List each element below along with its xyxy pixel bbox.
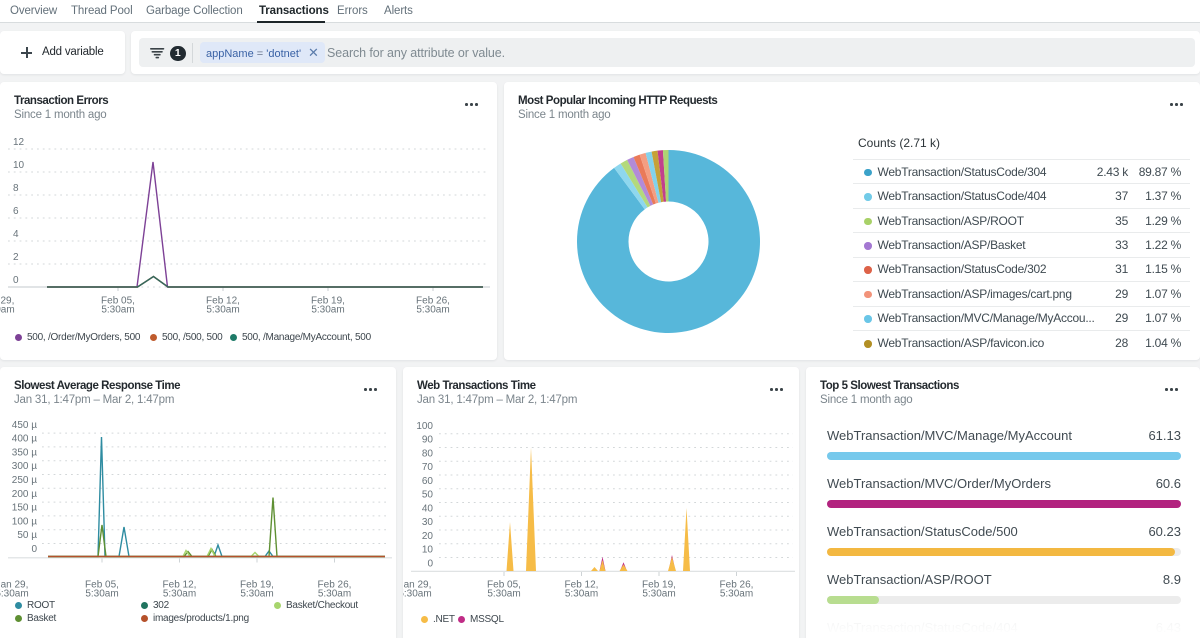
svg-text:5:30am: 5:30am: [101, 305, 134, 316]
svg-text:450 µ: 450 µ: [12, 420, 37, 431]
svg-text:50: 50: [422, 490, 434, 501]
svg-text:Feb 19,: Feb 19,: [311, 296, 345, 307]
svg-text:70: 70: [422, 462, 434, 473]
svg-text:5:30am: 5:30am: [565, 589, 598, 600]
svg-text:5:30am: 5:30am: [487, 589, 520, 600]
svg-text:250 µ: 250 µ: [12, 475, 37, 486]
svg-text:5:30am: 5:30am: [206, 305, 239, 316]
svg-text:90: 90: [422, 435, 434, 446]
svg-text:80: 80: [422, 448, 434, 459]
svg-text:20: 20: [422, 531, 434, 542]
svg-text:Feb 12,: Feb 12,: [163, 580, 197, 591]
svg-text:Feb 19,: Feb 19,: [642, 580, 676, 591]
svg-text:5:30am: 5:30am: [85, 589, 118, 600]
svg-text:Jan 29,: Jan 29,: [0, 580, 28, 591]
svg-text:8: 8: [13, 183, 19, 194]
svg-text:Feb 05,: Feb 05,: [487, 580, 521, 591]
svg-text:Feb 12,: Feb 12,: [565, 580, 599, 591]
svg-text:50 µ: 50 µ: [17, 530, 37, 541]
svg-text:2: 2: [13, 252, 19, 263]
svg-text:5:30am: 5:30am: [163, 589, 196, 600]
svg-text:5:30am: 5:30am: [0, 589, 29, 600]
svg-text:150 µ: 150 µ: [12, 503, 37, 514]
svg-text:5:30am: 5:30am: [403, 589, 432, 600]
svg-text:Feb 05,: Feb 05,: [101, 296, 135, 307]
svg-text:30: 30: [422, 517, 434, 528]
svg-text:0: 0: [31, 544, 37, 555]
svg-text:0: 0: [13, 275, 19, 286]
svg-text:5:30am: 5:30am: [311, 305, 344, 316]
svg-text:5:30am: 5:30am: [416, 305, 449, 316]
svg-text:5:30am: 5:30am: [0, 305, 15, 316]
svg-text:40: 40: [422, 503, 434, 514]
svg-text:Jan 29,: Jan 29,: [0, 296, 14, 307]
svg-text:300 µ: 300 µ: [12, 461, 37, 472]
svg-text:100: 100: [416, 421, 433, 432]
svg-text:200 µ: 200 µ: [12, 489, 37, 500]
svg-text:60: 60: [422, 476, 434, 487]
svg-text:Feb 26,: Feb 26,: [720, 580, 754, 591]
svg-text:10: 10: [422, 545, 434, 556]
svg-text:Feb 05,: Feb 05,: [85, 580, 119, 591]
svg-text:5:30am: 5:30am: [240, 589, 273, 600]
svg-text:4: 4: [13, 229, 19, 240]
svg-text:5:30am: 5:30am: [720, 589, 753, 600]
svg-text:Feb 19,: Feb 19,: [240, 580, 274, 591]
svg-text:100 µ: 100 µ: [12, 516, 37, 527]
svg-text:Feb 26,: Feb 26,: [416, 296, 450, 307]
svg-text:350 µ: 350 µ: [12, 447, 37, 458]
svg-text:Jan 29,: Jan 29,: [403, 580, 431, 591]
svg-text:400 µ: 400 µ: [12, 434, 37, 445]
svg-text:5:30am: 5:30am: [642, 589, 675, 600]
svg-text:5:30am: 5:30am: [318, 589, 351, 600]
svg-text:0: 0: [427, 558, 433, 569]
svg-text:12: 12: [13, 137, 25, 148]
svg-text:10: 10: [13, 160, 25, 171]
svg-text:6: 6: [13, 206, 19, 217]
svg-text:Feb 26,: Feb 26,: [318, 580, 352, 591]
svg-text:Feb 12,: Feb 12,: [206, 296, 240, 307]
